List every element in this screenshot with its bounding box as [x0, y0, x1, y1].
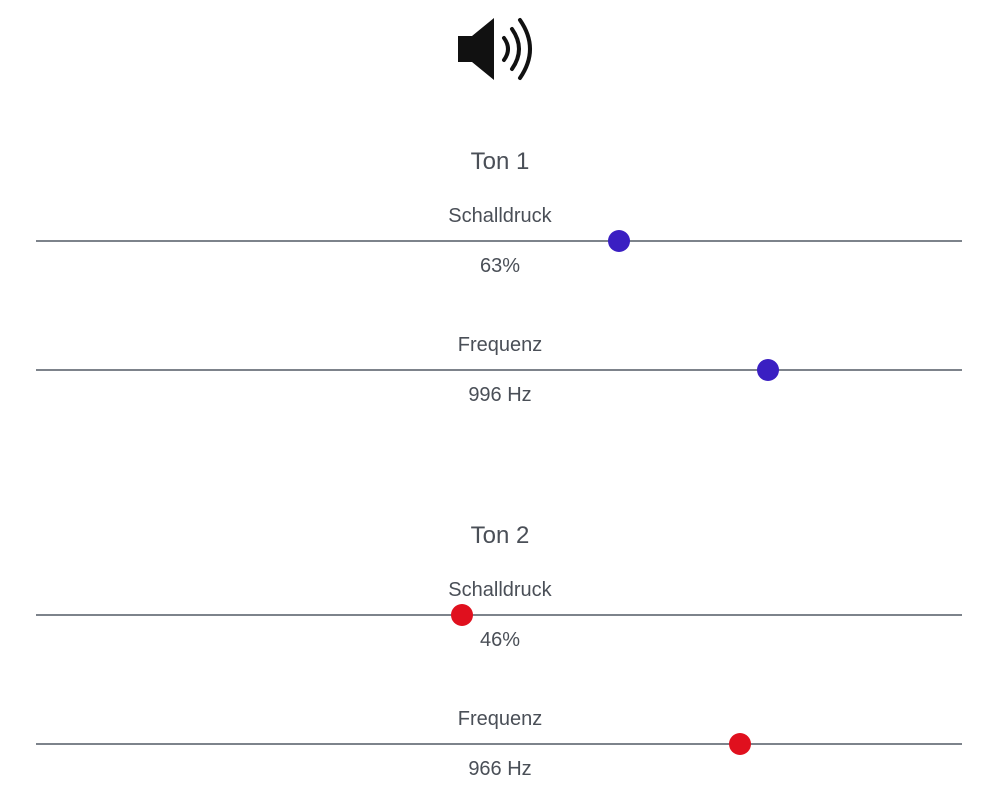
slider-track [36, 369, 962, 371]
tone2-title: Ton 2 [470, 522, 530, 549]
tone1-pressure-label: Schalldruck [448, 205, 552, 227]
tone2-pressure-value: 46% [479, 629, 521, 651]
tone2-pressure-label: Schalldruck [448, 579, 552, 601]
slider-track [36, 614, 962, 616]
slider-thumb[interactable] [728, 733, 751, 755]
tone1-frequency-label: Frequenz [457, 334, 543, 356]
slider-thumb[interactable] [608, 230, 631, 252]
tone1-pressure-value: 63% [479, 255, 521, 277]
slider-thumb[interactable] [450, 604, 473, 626]
speaker-volume-button[interactable] [450, 14, 550, 86]
slider-track [36, 240, 962, 242]
tone1-title: Ton 1 [470, 148, 530, 175]
tone2-pressure-slider[interactable] [36, 603, 962, 627]
tone1-frequency-slider[interactable] [36, 358, 962, 382]
speaker-volume-icon [458, 18, 532, 80]
tone1-pressure-slider[interactable] [36, 229, 962, 253]
slider-thumb[interactable] [756, 359, 779, 381]
tone1-frequency-value: 996 Hz [468, 384, 532, 406]
slider-track [36, 743, 962, 745]
tone2-frequency-value: 966 Hz [468, 758, 532, 780]
tone2-frequency-slider[interactable] [36, 732, 962, 756]
tone2-frequency-label: Frequenz [457, 708, 543, 730]
